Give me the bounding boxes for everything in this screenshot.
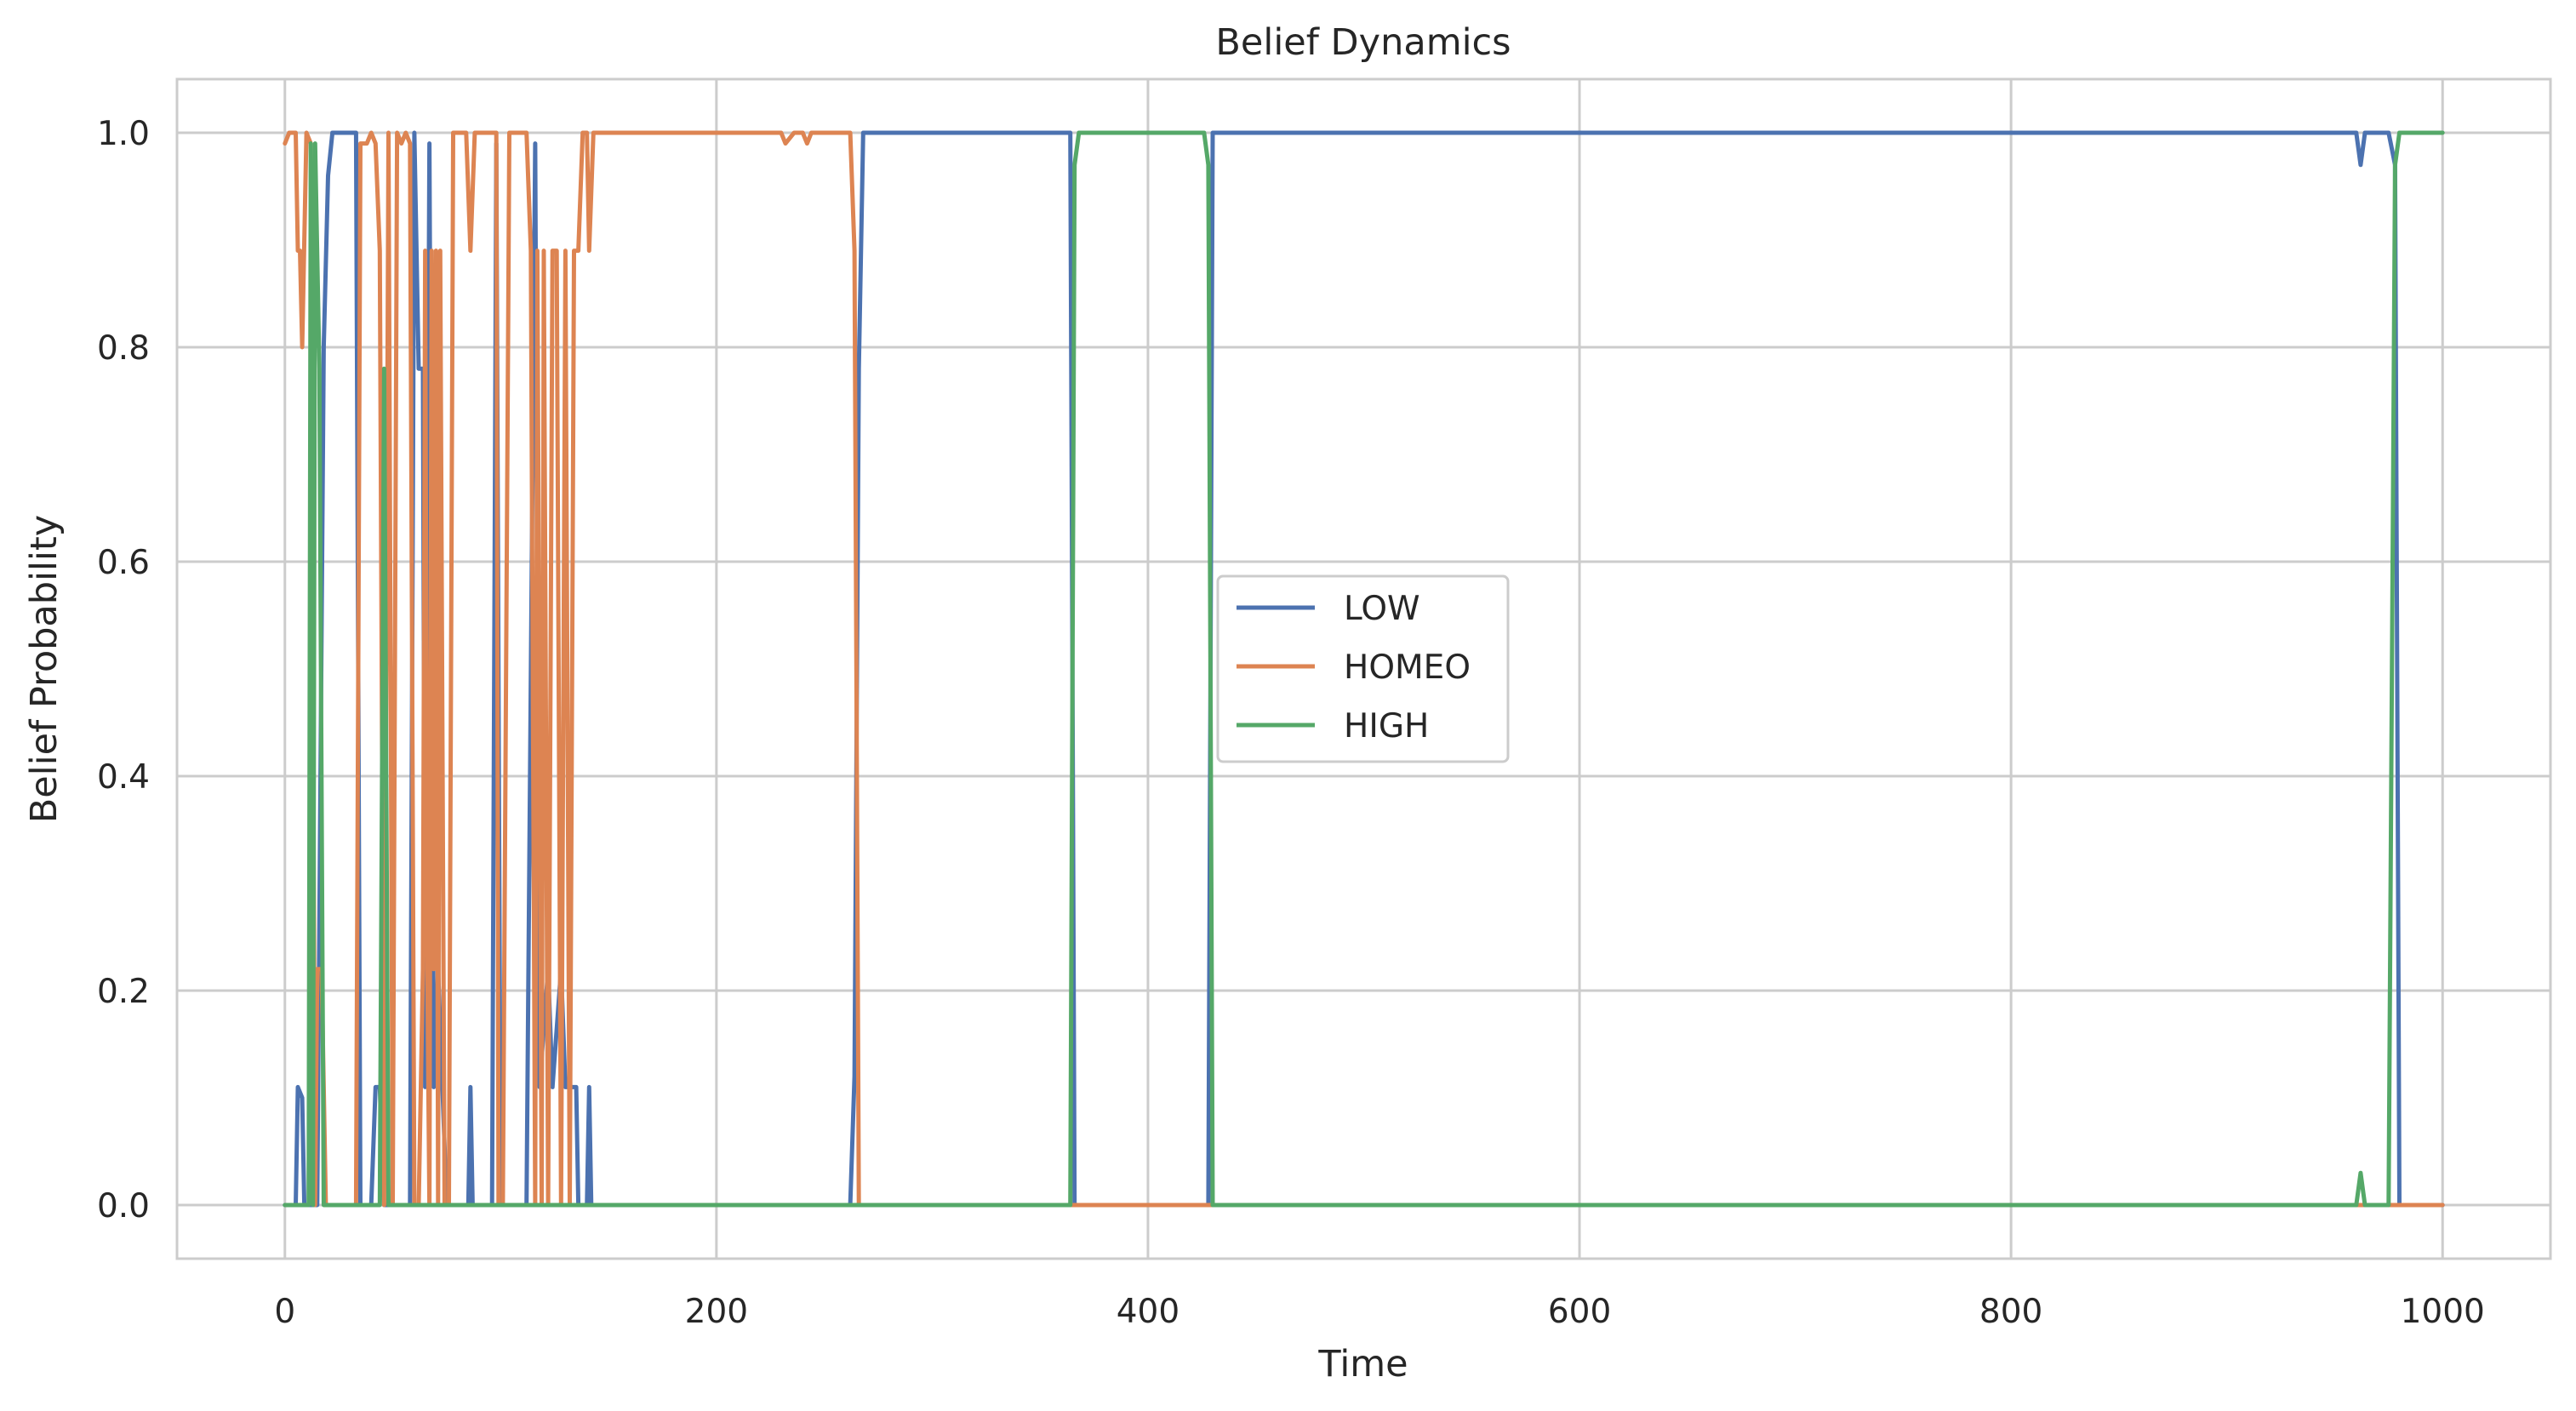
plot-frame bbox=[175, 77, 2552, 1260]
y-tick-label: 0.6 bbox=[97, 544, 150, 582]
legend-label-low: LOW bbox=[1344, 590, 1420, 628]
series-line-high bbox=[283, 130, 2445, 1208]
x-tick-label: 800 bbox=[1979, 1293, 2042, 1331]
x-tick-label: 1000 bbox=[2401, 1293, 2485, 1331]
x-tick-label: 600 bbox=[1548, 1293, 1611, 1331]
series-line-homeo bbox=[283, 130, 2445, 1208]
y-axis-ticks: 0.0 0.2 0.4 0.6 0.8 1.0 bbox=[97, 115, 150, 1225]
legend-box bbox=[1216, 574, 1510, 763]
legend-label-high: HIGH bbox=[1344, 707, 1429, 745]
y-tick-label: 0.8 bbox=[97, 329, 150, 368]
y-axis-label: Belief Probability bbox=[23, 515, 66, 823]
x-tick-label: 200 bbox=[685, 1293, 748, 1331]
y-tick-label: 1.0 bbox=[97, 115, 150, 153]
legend-label-homeo: HOMEO bbox=[1344, 648, 1471, 687]
y-tick-label: 0.2 bbox=[97, 973, 150, 1011]
y-tick-label: 0.0 bbox=[97, 1187, 150, 1225]
x-axis-label: Time bbox=[1317, 1343, 1408, 1385]
x-tick-label: 0 bbox=[274, 1293, 295, 1331]
chart-title: Belief Dynamics bbox=[1215, 21, 1511, 64]
legend: LOW HOMEO HIGH bbox=[1216, 574, 1510, 763]
series-lines bbox=[283, 130, 2445, 1208]
x-axis-ticks: 0 200 400 600 800 1000 bbox=[274, 1293, 2485, 1331]
y-tick-label: 0.4 bbox=[97, 758, 150, 797]
x-tick-label: 400 bbox=[1117, 1293, 1179, 1331]
